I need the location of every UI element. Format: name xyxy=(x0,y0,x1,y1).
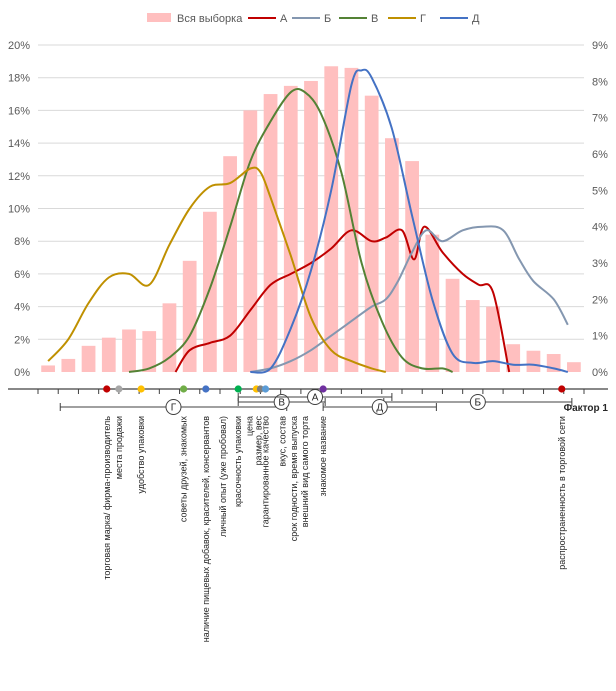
left-tick-label: 2% xyxy=(14,334,30,346)
right-tick-label: 4% xyxy=(592,222,608,234)
factor-marker xyxy=(137,385,145,393)
right-tick-label: 8% xyxy=(592,76,608,88)
left-tick-label: 18% xyxy=(8,73,30,85)
range-label: А xyxy=(312,393,319,404)
factor-axis-label: Фактор 1 xyxy=(564,403,609,414)
factor-marker xyxy=(180,385,188,393)
series-line-А xyxy=(174,225,511,373)
range-badge xyxy=(307,389,324,405)
series-line-Б xyxy=(250,225,569,373)
factor-item-label: распространенность в торговой сети xyxy=(557,416,567,570)
left-axis: 0% 2% 4% 6% 8% 10% 12% 14% 16% 18% 20% xyxy=(8,40,30,379)
legend-label: Г xyxy=(420,13,426,25)
legend-label: А xyxy=(280,13,288,25)
bar xyxy=(182,260,197,372)
range-badge xyxy=(371,399,388,415)
range-label: В xyxy=(278,398,285,409)
factor-item-labels: торговая марка/ фирма-производитель места… xyxy=(102,415,567,642)
right-tick-label: 6% xyxy=(592,149,608,161)
range-label: Д xyxy=(376,403,383,414)
bar xyxy=(385,138,399,372)
right-tick-label: 7% xyxy=(592,113,608,125)
factor-marker xyxy=(103,385,111,393)
left-tick-label: 12% xyxy=(8,171,30,183)
left-tick-label: 20% xyxy=(8,40,30,52)
bar xyxy=(203,211,217,372)
right-tick-label: 0% xyxy=(592,367,608,379)
left-tick-label: 0% xyxy=(14,367,30,379)
factor-marker xyxy=(558,385,566,393)
bar xyxy=(405,161,419,372)
series-line-Г xyxy=(47,166,387,373)
factor-item-label: гарантированное качество xyxy=(261,416,271,527)
left-tick-label: 16% xyxy=(8,105,30,117)
bar xyxy=(142,331,157,372)
right-tick-label: 1% xyxy=(592,331,608,343)
bar xyxy=(425,234,440,372)
chart-legend: Вся выборка А Б В Г Д xyxy=(147,13,480,25)
factor-marker xyxy=(261,385,270,393)
factor-item-label: внешний вид самого торта xyxy=(300,416,310,527)
series-line-В xyxy=(128,88,453,373)
factor-marker xyxy=(202,385,210,393)
legend-label: Б xyxy=(324,13,331,25)
range-badge xyxy=(165,399,182,415)
factor-item-label: красочность упаковки xyxy=(233,416,243,507)
bar xyxy=(283,85,298,372)
bar xyxy=(263,94,278,373)
left-tick-label: 4% xyxy=(14,302,30,314)
bar xyxy=(526,350,541,372)
bar xyxy=(486,306,500,372)
bar xyxy=(122,329,136,372)
legend-swatch-bar xyxy=(147,13,171,22)
bar xyxy=(41,365,55,372)
bar xyxy=(61,358,76,372)
factor-marker xyxy=(234,385,242,393)
bar xyxy=(465,300,480,372)
range-badge xyxy=(469,394,486,410)
right-tick-label: 9% xyxy=(592,40,608,52)
legend-label: Д xyxy=(472,13,480,25)
factor-ranges: Г В А БД xyxy=(59,389,573,415)
legend-label: В xyxy=(371,13,378,25)
factor-item-label: советы друзей, знакомых xyxy=(179,416,189,523)
bar xyxy=(304,80,318,372)
factor-marker xyxy=(319,385,327,393)
bar xyxy=(324,66,339,372)
factor-item-label: срок годности, время выпуска xyxy=(289,416,299,541)
right-axis: 0% 1% 2% 3% 4% 5% 6% 7% 8% 9% xyxy=(592,40,608,379)
right-tick-label: 2% xyxy=(592,294,608,306)
line-series xyxy=(47,68,569,374)
left-tick-label: 6% xyxy=(14,269,30,281)
right-tick-label: 5% xyxy=(592,185,608,197)
bar xyxy=(101,337,116,372)
bar xyxy=(223,156,237,372)
factor-item-label: цена xyxy=(244,416,254,436)
factor-item-label: вкус, состав xyxy=(278,416,288,467)
left-tick-label: 10% xyxy=(8,204,30,216)
bar xyxy=(364,95,379,372)
factor-item-label: наличие пищевых добавок, красителей, кон… xyxy=(201,416,211,642)
right-tick-label: 3% xyxy=(592,258,608,270)
bar xyxy=(567,362,581,372)
factor-item-label: размер, вес xyxy=(253,415,263,465)
range-label: Б xyxy=(475,398,482,409)
range-badge xyxy=(273,394,290,410)
left-tick-label: 14% xyxy=(8,138,30,150)
range-label: Г xyxy=(171,403,177,414)
factor-item-label: торговая марка/ фирма-производитель xyxy=(102,416,112,580)
factor-marker xyxy=(256,385,265,393)
factor-item-label: места продажи xyxy=(114,416,124,479)
legend-label: Вся выборка xyxy=(177,13,243,25)
factor-markers xyxy=(103,385,566,393)
left-tick-label: 8% xyxy=(14,236,30,248)
factor-marker xyxy=(115,385,123,393)
factor-item-label: знакомое название xyxy=(318,416,328,497)
factor-item-label: личный опыт (уже пробовал) xyxy=(218,416,228,537)
bar xyxy=(81,345,96,372)
series-line-Д xyxy=(250,68,569,374)
factor-item-label: удобство упаковки xyxy=(136,416,146,494)
